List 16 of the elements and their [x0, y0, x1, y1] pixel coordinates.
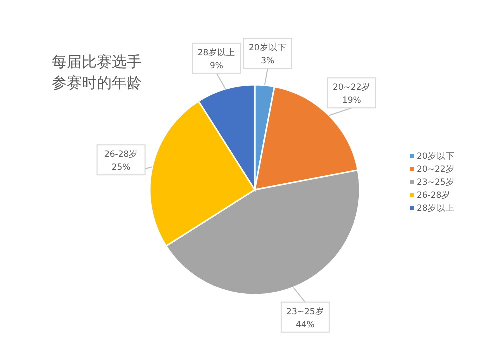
data-label: 19% [342, 96, 362, 106]
legend-label: 20岁以下 [417, 151, 455, 162]
legend-label: 23~25岁 [417, 177, 455, 188]
slice-label: 23~25岁 [286, 306, 324, 318]
legend-label: 26-28岁 [417, 190, 451, 201]
slice-label: 20岁以下 [248, 42, 287, 54]
title: 每届比赛选手参赛时的年龄 [52, 52, 143, 94]
slice-label: 28岁以上 [198, 47, 236, 58]
data-label: 44% [296, 320, 315, 330]
legend-label: 20~22岁 [417, 164, 455, 175]
data-label: 3% [261, 56, 275, 67]
data-label: 9% [210, 61, 224, 72]
data-label: 25% [112, 163, 131, 174]
legend-label: 28岁以上 [417, 203, 455, 214]
slice-label: 26-28岁 [104, 149, 138, 160]
slice-label: 20~22岁 [332, 82, 371, 94]
